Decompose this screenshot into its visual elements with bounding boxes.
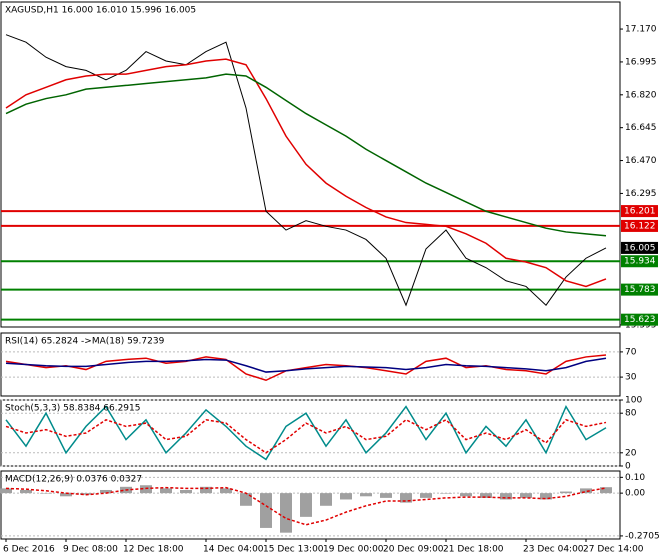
histogram-bar <box>600 487 612 494</box>
level-label: 15.623 <box>624 315 656 325</box>
histogram-bar <box>0 488 12 494</box>
level-label-box <box>621 313 658 326</box>
panel-frame <box>0 1 621 328</box>
y-tick-label: 16.295 <box>625 189 657 199</box>
panel-title: XAGUSD,H1 16.000 16.010 15.996 16.005 <box>5 6 196 16</box>
y-tick-label: 70 <box>625 347 637 357</box>
series-line <box>5 357 607 373</box>
panel-title: Stoch(5,3,3) 58.8384 66.2915 <box>5 404 140 414</box>
histogram-bar <box>140 485 152 494</box>
histogram-bar <box>380 493 392 498</box>
histogram-bar <box>540 493 552 500</box>
y-tick-label: 16.995 <box>625 57 657 67</box>
y-tick-label: 16.470 <box>625 156 657 166</box>
histogram-bar <box>320 493 332 506</box>
x-tick-label: 27 Dec 14:00 <box>583 545 644 555</box>
histogram-bar <box>360 493 372 497</box>
y-tick-label: 0 <box>625 462 631 472</box>
y-tick-label: 0.10 <box>625 473 645 483</box>
series-line <box>5 34 607 307</box>
histogram-bar <box>480 493 492 498</box>
histogram-bar <box>420 493 432 498</box>
level-label: 16.122 <box>624 221 656 231</box>
level-label: 16.005 <box>624 243 656 253</box>
histogram-bar <box>400 493 412 503</box>
y-tick-label: -0.2705 <box>625 531 660 541</box>
x-tick-label: 23 Dec 04:00 <box>523 545 584 555</box>
x-tick-label: 19 Dec 00:00 <box>323 545 384 555</box>
histogram-bar <box>240 493 252 506</box>
histogram-bar <box>520 493 532 498</box>
level-label-box <box>621 205 658 218</box>
histogram-bar <box>460 493 472 497</box>
histogram-bar <box>300 493 312 517</box>
panel-frame <box>0 470 621 540</box>
x-tick-label: 9 Dec 08:00 <box>63 545 118 555</box>
histogram-bar <box>560 491 572 494</box>
y-tick-label: 30 <box>625 373 637 383</box>
series-line <box>5 418 607 454</box>
x-tick-label: 6 Dec 2016 <box>3 545 55 555</box>
level-label: 15.783 <box>624 285 656 295</box>
histogram-bar <box>200 486 212 494</box>
level-label-box <box>621 255 658 268</box>
series-line <box>5 73 607 237</box>
panel-title: MACD(12,26,9) 0.0376 0.0327 <box>5 475 142 485</box>
histogram-bar <box>500 493 512 500</box>
y-tick-label: 100 <box>625 396 642 406</box>
histogram-bar <box>100 489 112 494</box>
histogram-bar <box>220 488 232 494</box>
y-tick-label: 16.645 <box>625 123 657 133</box>
histogram-bar <box>20 489 32 494</box>
x-tick-label: 20 Dec 09:00 <box>383 545 444 555</box>
histogram-bar <box>280 493 292 533</box>
histogram-bar <box>180 489 192 494</box>
x-tick-label: 21 Dec 18:00 <box>443 545 504 555</box>
level-label-box <box>621 219 658 232</box>
y-tick-label: 20 <box>625 448 637 458</box>
x-tick-label: 15 Dec 13:00 <box>263 545 324 555</box>
histogram-bar <box>80 493 92 495</box>
level-label-box <box>621 283 658 296</box>
level-label: 15.934 <box>624 257 656 267</box>
x-tick-label: 12 Dec 18:00 <box>123 545 184 555</box>
histogram-bar <box>40 493 52 494</box>
y-tick-label: 17.170 <box>625 25 657 35</box>
y-tick-label: 80 <box>625 409 637 419</box>
histogram-bar <box>440 493 452 494</box>
series-line <box>5 354 607 382</box>
series-line <box>5 404 607 461</box>
series-line <box>5 486 607 526</box>
histogram-bar <box>260 493 272 528</box>
level-label-box <box>621 241 658 254</box>
histogram-bar <box>160 488 172 494</box>
y-tick-label: 16.820 <box>625 90 657 100</box>
level-label: 16.201 <box>624 207 656 217</box>
histogram-bar <box>340 493 352 500</box>
histogram-bar <box>580 488 592 494</box>
series-line <box>5 58 607 288</box>
x-tick-label: 14 Dec 04:00 <box>203 545 264 555</box>
panel-frame <box>0 332 621 397</box>
histogram-bar <box>60 493 72 497</box>
y-tick-label: 0.00 <box>625 489 645 499</box>
panel-title: RSI(14) 65.2824 ->MA(18) 59.7239 <box>5 337 165 347</box>
